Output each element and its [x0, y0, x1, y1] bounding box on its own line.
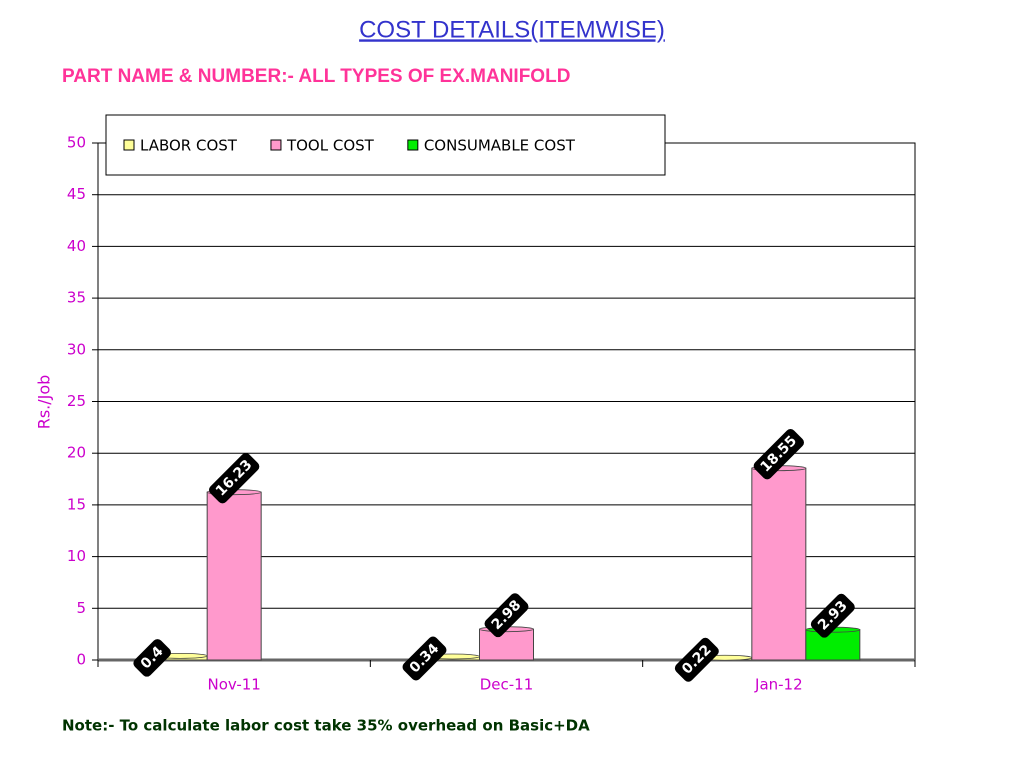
y-tick-label: 35 — [67, 289, 86, 307]
data-label-box — [133, 639, 171, 677]
x-tick-label: Jan-12 — [754, 676, 803, 694]
legend-swatch — [407, 139, 419, 151]
data-label-box — [484, 593, 529, 638]
y-tick-label: 20 — [67, 444, 86, 462]
legend-label: TOOL COST — [286, 137, 375, 155]
x-tick-label: Nov-11 — [207, 676, 260, 694]
y-tick-label: 50 — [67, 134, 86, 152]
data-label: 0.4 — [133, 639, 171, 677]
y-tick-label: 5 — [76, 599, 86, 617]
legend-box — [105, 114, 666, 176]
data-label-box — [674, 637, 719, 682]
y-tick-label: 15 — [67, 495, 86, 513]
data-label-box — [209, 453, 260, 504]
bar — [206, 491, 262, 661]
data-label-box — [753, 429, 804, 480]
y-tick-label: 25 — [67, 392, 86, 410]
data-label-box — [402, 636, 447, 681]
y-tick-label: 10 — [67, 547, 86, 565]
legend-label: CONSUMABLE COST — [424, 137, 576, 155]
legend-swatch — [270, 139, 282, 151]
y-axis-label: Rs./Job — [35, 375, 54, 430]
note: Note:- To calculate labor cost take 35% … — [62, 717, 590, 735]
y-tick-label: 40 — [67, 237, 86, 255]
chart-title: COST DETAILS(ITEMWISE) — [359, 16, 665, 43]
y-tick-label: 45 — [67, 185, 86, 203]
legend-swatch — [123, 139, 135, 151]
legend-label: LABOR COST — [140, 137, 238, 155]
y-tick-label: 0 — [76, 651, 86, 669]
chart-subtitle: PART NAME & NUMBER:- ALL TYPES OF EX.MAN… — [62, 66, 570, 87]
data-label-box — [810, 593, 855, 638]
bar — [805, 629, 861, 661]
y-tick-label: 30 — [67, 340, 86, 358]
bar — [751, 467, 807, 661]
x-tick-label: Dec-11 — [480, 676, 534, 694]
bar — [479, 628, 534, 661]
